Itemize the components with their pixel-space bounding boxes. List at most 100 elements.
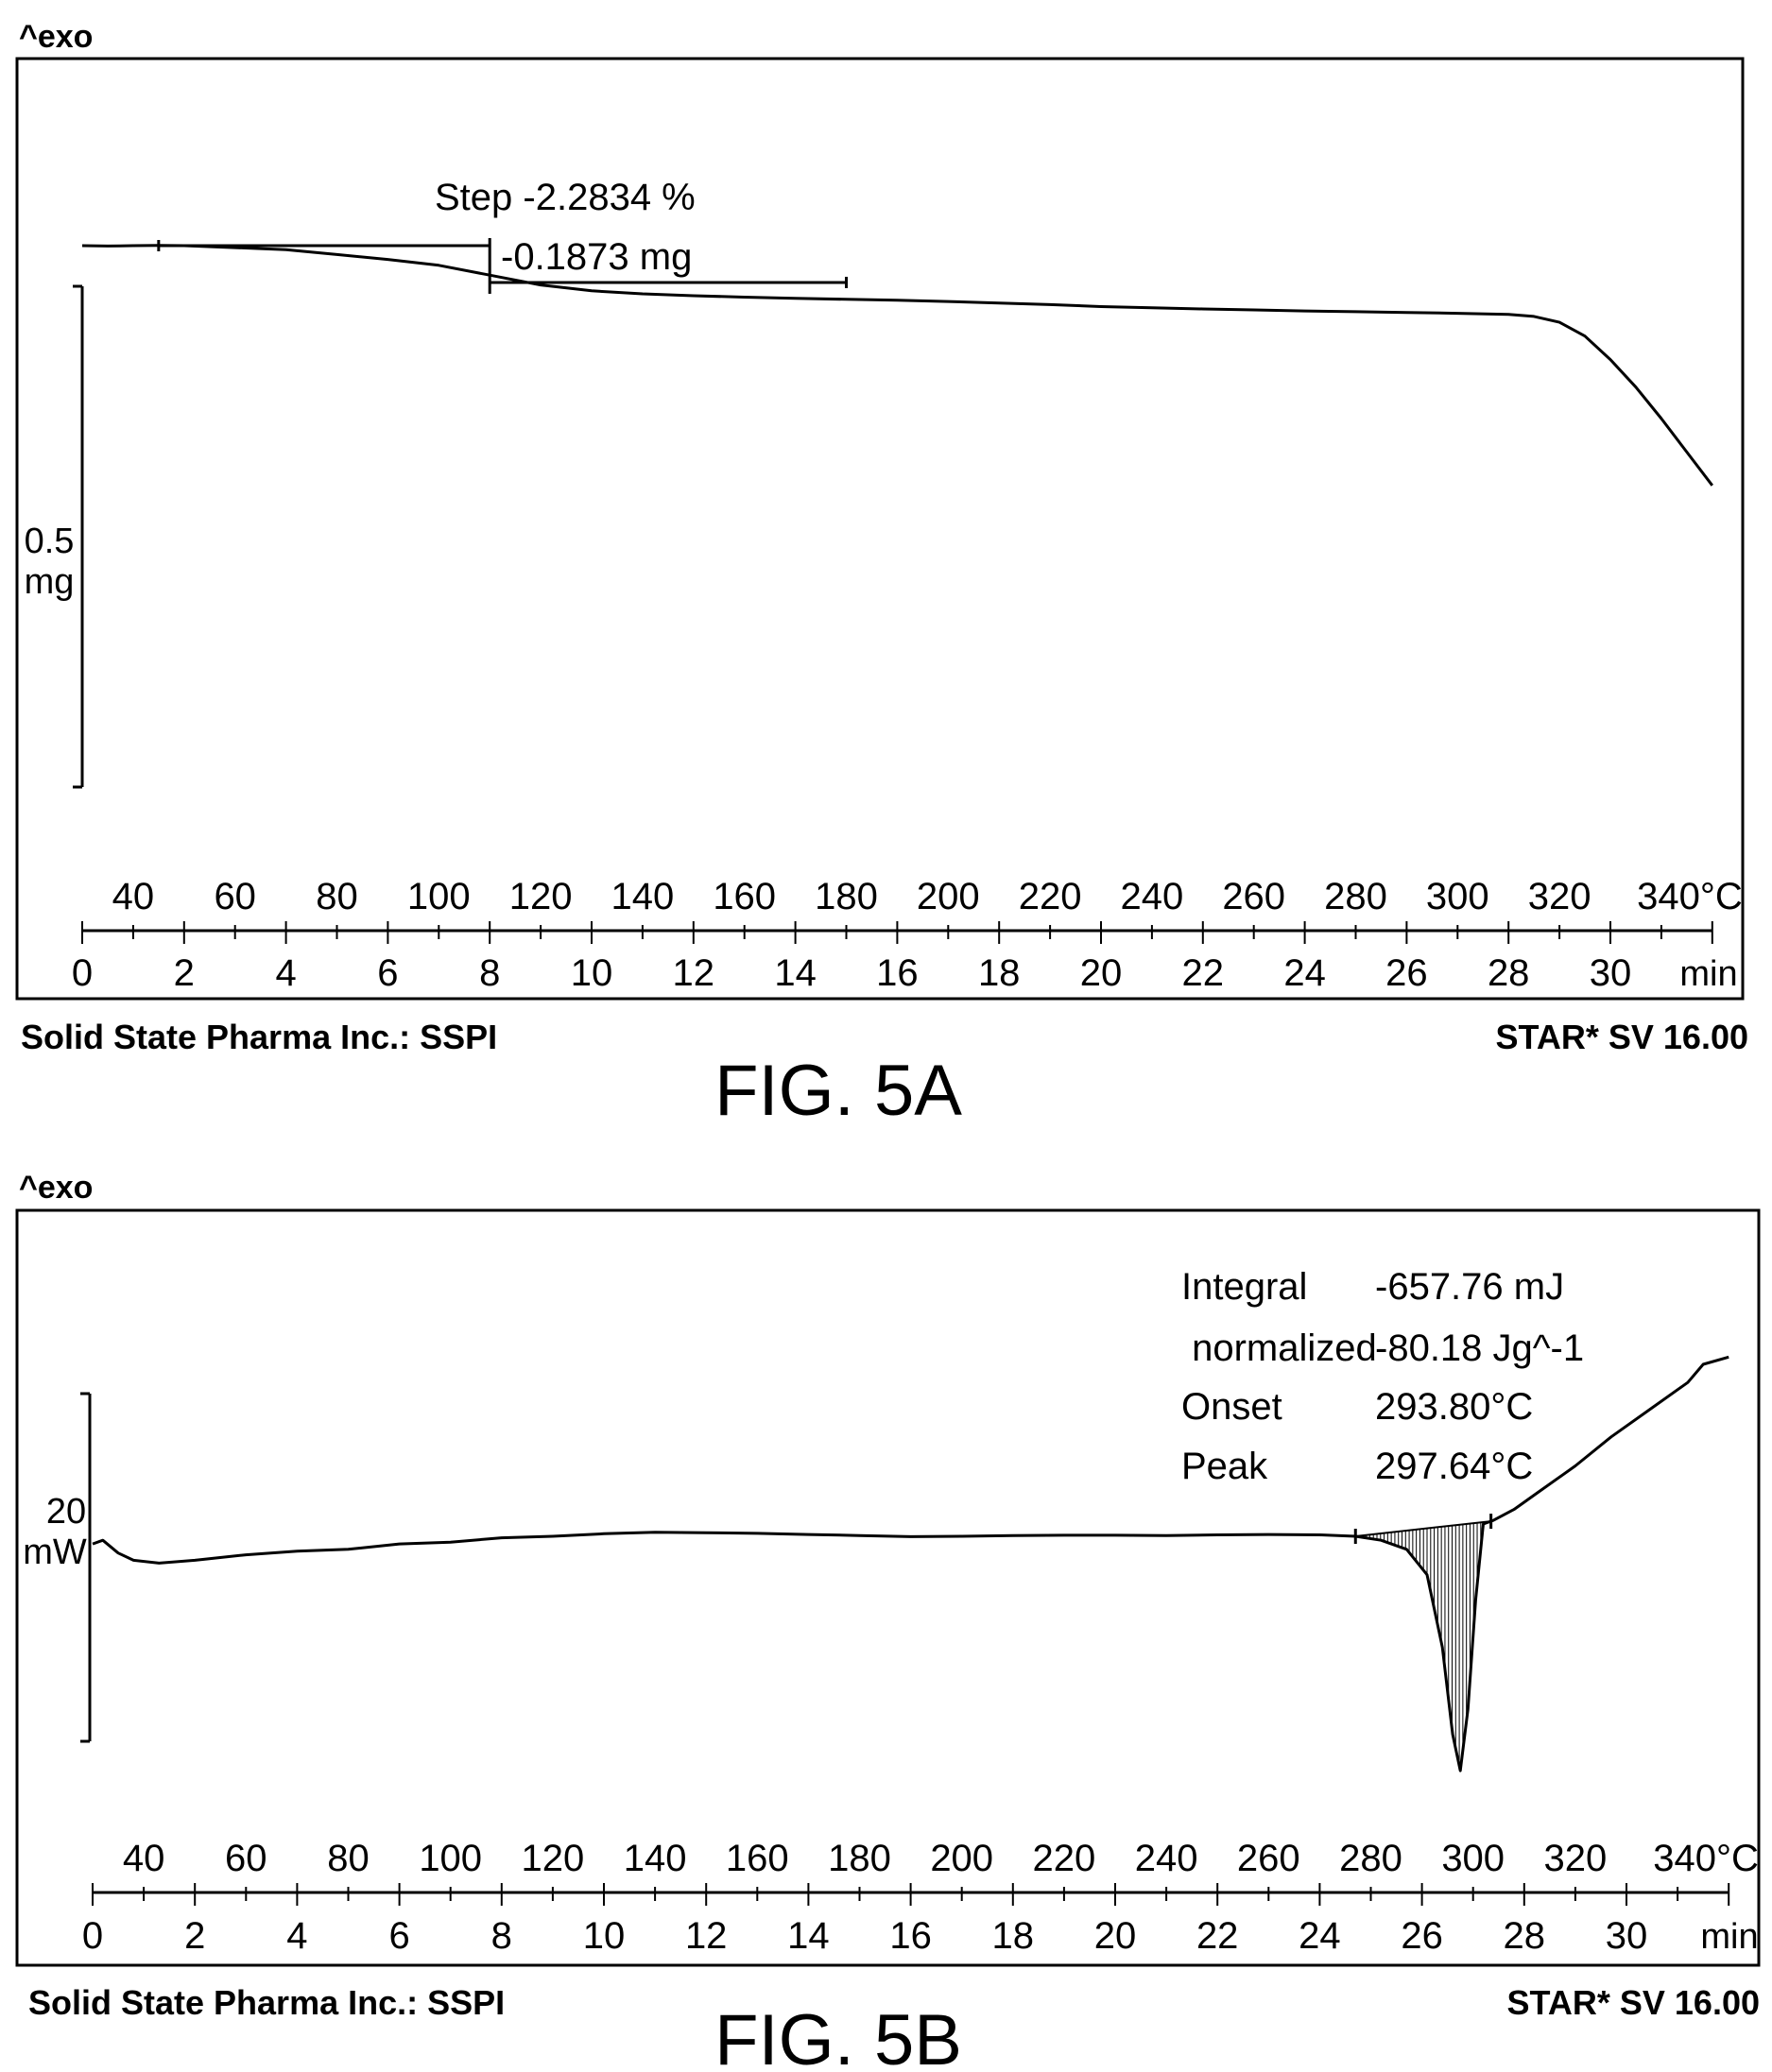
scale-value: 20 [46, 1492, 86, 1532]
temp-tick-label: 240 [1135, 1838, 1198, 1879]
result-label: Onset [1181, 1386, 1282, 1428]
temp-tick-label: 40 [123, 1838, 165, 1879]
footer-left: Solid State Pharma Inc.: SSPI [21, 1018, 497, 1056]
result-value: -657.76 mJ [1375, 1266, 1564, 1308]
temp-tick-label: 280 [1324, 876, 1387, 917]
scale-value: 0.5 [25, 522, 75, 561]
data-curve [81, 244, 1713, 487]
time-tick-label: 30 [1590, 952, 1632, 994]
time-tick-label: 6 [388, 1915, 409, 1957]
temp-tick-label: 200 [930, 1838, 993, 1879]
temp-tick-label: 160 [713, 876, 776, 917]
time-tick-label: 26 [1401, 1915, 1443, 1957]
temp-tick-label: 140 [611, 876, 675, 917]
temp-tick-label: 180 [828, 1838, 891, 1879]
plot-frame [15, 57, 1745, 1001]
time-tick-label: 6 [377, 952, 398, 994]
temp-tick-label: 340°C [1653, 1838, 1759, 1879]
time-tick-label: 18 [978, 952, 1021, 994]
time-tick-label: 2 [174, 952, 195, 994]
time-tick-label: 0 [72, 952, 93, 994]
data-marks [81, 238, 1713, 487]
time-tick-label: 26 [1385, 952, 1428, 994]
scale-bar [80, 1392, 92, 1743]
footer-left: Solid State Pharma Inc.: SSPI [28, 1983, 505, 2022]
footer-right: STAR* SV 16.00 [1507, 1983, 1760, 2022]
result-value: 293.80°C [1375, 1386, 1533, 1428]
temp-tick-label: 80 [316, 876, 358, 917]
temp-tick-label: 320 [1528, 876, 1591, 917]
time-tick-label: 8 [491, 1915, 512, 1957]
temp-tick-label: 300 [1441, 1838, 1505, 1879]
time-tick-label: 16 [889, 1915, 932, 1957]
figure-caption: FIG. 5A [714, 1051, 962, 1131]
time-tick-label: 14 [787, 1915, 830, 1957]
time-tick-label: 20 [1094, 1915, 1137, 1957]
temp-tick-label: 180 [815, 876, 878, 917]
step-mass-annotation: -0.1873 mg [501, 236, 692, 278]
temp-tick-label: 240 [1121, 876, 1184, 917]
temp-tick-label: 280 [1339, 1838, 1402, 1879]
scale-unit: mg [25, 562, 75, 602]
temp-tick-label: 340°C [1637, 876, 1743, 917]
time-tick-label: 8 [479, 952, 500, 994]
temp-tick-label: 220 [1033, 1838, 1096, 1879]
temp-tick-label: 320 [1544, 1838, 1608, 1879]
temp-tick-label: 40 [112, 876, 155, 917]
temp-tick-label: 120 [509, 876, 573, 917]
time-tick-label: 28 [1488, 952, 1530, 994]
time-tick-label: 24 [1299, 1915, 1341, 1957]
time-tick-label: 10 [571, 952, 613, 994]
temp-tick-label: 100 [419, 1838, 482, 1879]
time-tick-label: 20 [1080, 952, 1123, 994]
time-tick-label: 4 [275, 952, 296, 994]
temp-tick-label: 80 [327, 1838, 370, 1879]
temp-tick-label: 100 [407, 876, 471, 917]
temp-tick-label: 160 [726, 1838, 789, 1879]
temp-tick-label: 120 [522, 1838, 585, 1879]
scale-bar [73, 284, 84, 789]
tga-chart: ^exo 0.5 mg Step -2.2834 % -0.1873 mg 0 2… [15, 19, 1748, 1131]
result-label: normalized [1181, 1327, 1377, 1369]
temp-tick-label: 140 [624, 1838, 687, 1879]
temp-tick-label: 260 [1237, 1838, 1300, 1879]
integration-results: Integral -657.76 mJ normalized -80.18 Jg… [1181, 1266, 1584, 1487]
temp-tick-label: 300 [1426, 876, 1489, 917]
step-annotation: Step -2.2834 % [435, 177, 696, 218]
time-tick-label: 0 [82, 1915, 103, 1957]
time-tick-label: 4 [286, 1915, 307, 1957]
time-tick-label: 24 [1283, 952, 1326, 994]
temp-tick-label: 220 [1019, 876, 1082, 917]
result-label: Peak [1181, 1446, 1268, 1487]
time-tick-label: 28 [1504, 1915, 1546, 1957]
time-tick-label: 12 [685, 1915, 728, 1957]
data-marks [92, 1355, 1729, 1772]
figure-caption: FIG. 5B [714, 2000, 962, 2072]
time-tick-label: 14 [774, 952, 817, 994]
time-tick-label: 22 [1182, 952, 1225, 994]
result-value: 297.64°C [1375, 1446, 1533, 1487]
result-label: Integral [1181, 1266, 1307, 1308]
time-tick-label: 10 [583, 1915, 626, 1957]
temp-tick-label: 200 [917, 876, 980, 917]
result-value: -80.18 Jg^-1 [1375, 1327, 1584, 1369]
time-tick-label: 12 [673, 952, 715, 994]
temp-tick-label: 260 [1222, 876, 1285, 917]
exo-label: ^exo [19, 19, 93, 55]
time-tick-label: 30 [1606, 1915, 1648, 1957]
time-unit-label: min [1679, 954, 1737, 994]
time-tick-label: 22 [1196, 1915, 1239, 1957]
temp-tick-label: 60 [214, 876, 256, 917]
scale-unit: mW [23, 1533, 87, 1572]
time-tick-label: 2 [184, 1915, 205, 1957]
dsc-chart: ^exo 20 mW Integral -657.76 mJ normalize… [15, 1170, 1761, 2072]
time-tick-label: 16 [876, 952, 919, 994]
data-curve [92, 1355, 1729, 1772]
time-unit-label: min [1700, 1917, 1758, 1957]
temp-tick-label: 60 [225, 1838, 267, 1879]
footer-right: STAR* SV 16.00 [1496, 1018, 1748, 1056]
time-tick-label: 18 [992, 1915, 1035, 1957]
